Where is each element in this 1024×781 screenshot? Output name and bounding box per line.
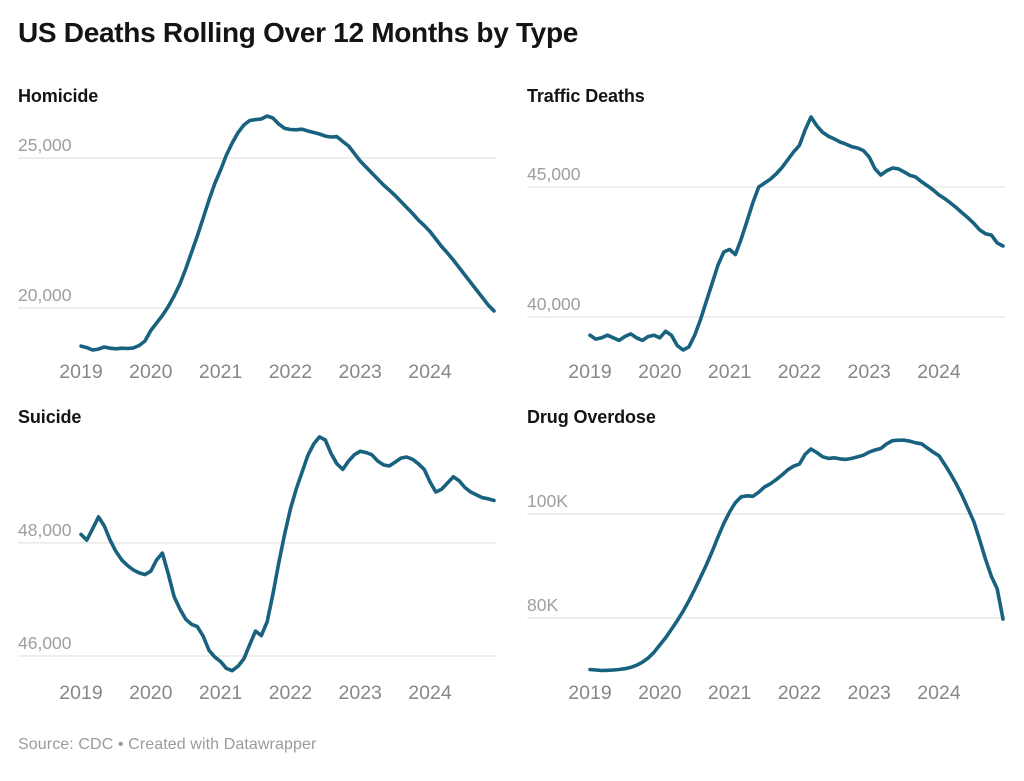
traffic-deaths-x-axis-label: 2024: [917, 361, 961, 382]
homicide-x-axis-label: 2023: [339, 361, 382, 382]
traffic-deaths-x-axis-label: 2020: [638, 361, 682, 382]
homicide-x-axis-label: 2022: [269, 361, 312, 382]
panel-suicide: Suicide 48,000 46,000 2019 2020 2021 2022 2023…: [18, 407, 507, 703]
homicide-x-axis-label: 2024: [408, 361, 452, 382]
homicide-x-axis-label: 2019: [59, 361, 102, 382]
suicide-x-axis-label: 2022: [269, 682, 312, 703]
panel-title-homicide: Homicide: [18, 85, 99, 106]
panels-grid: Homicide 25,000 20,000 2019 2020 2021 2022 202…: [18, 86, 1007, 703]
suicide-x-axis-label: 2023: [339, 682, 382, 703]
traffic-deaths-x-axis-label: 2022: [778, 361, 821, 382]
drug-overdose-x-axis-label: 2021: [708, 682, 751, 703]
panel-traffic-deaths: Traffic Deaths 45,000 40,000 2019 2020 2021 2…: [527, 86, 1016, 382]
chart-card: US Deaths Rolling Over 12 Months by Type…: [18, 17, 1007, 753]
homicide-x-axis-label: 2021: [199, 361, 242, 382]
suicide-y-axis-label: 46,000: [18, 633, 72, 653]
panel-title-traffic-deaths: Traffic Deaths: [527, 85, 645, 106]
homicide-y-axis-label: 25,000: [18, 135, 72, 155]
panel-title-drug-overdose: Drug Overdose: [527, 406, 656, 427]
homicide-line: [79, 113, 496, 352]
chart-traffic-deaths: 45,000 40,000 2019 2020 2021 2022 2023 2024: [527, 114, 1005, 382]
suicide-x-axis-label: 2021: [199, 682, 242, 703]
chart-homicide: 25,000 20,000 2019 2020 2021 2022 2023 2024: [18, 113, 496, 382]
chart-suicide: 48,000 46,000 2019 2020 2021 2022 2023 2024: [18, 434, 496, 703]
suicide-x-axis-label: 2024: [408, 682, 452, 703]
drug-overdose-x-axis-label: 2023: [848, 682, 891, 703]
panel-homicide: Homicide 25,000 20,000 2019 2020 2021 2022 202…: [18, 86, 507, 382]
homicide-y-axis-label: 20,000: [18, 285, 72, 305]
traffic-deaths-x-axis-label: 2023: [848, 361, 891, 382]
traffic-deaths-y-axis-label: 45,000: [527, 164, 581, 184]
source-note: Source: CDC • Created with Datawrapper: [18, 735, 317, 753]
traffic-deaths-x-axis-label: 2021: [708, 361, 751, 382]
traffic-deaths-x-axis-label: 2019: [568, 361, 611, 382]
drug-overdose-line: [588, 437, 1005, 672]
suicide-y-axis-label: 48,000: [18, 519, 72, 539]
traffic-deaths-y-axis-label: 40,000: [527, 294, 581, 314]
panel-drug-overdose: Drug Overdose 100K 80K 2019 2020 2021 2022 202…: [527, 407, 1016, 703]
drug-overdose-x-axis-label: 2024: [917, 682, 961, 703]
homicide-x-axis-label: 2020: [129, 361, 173, 382]
drug-overdose-y-axis-label: 100K: [527, 491, 568, 511]
suicide-x-axis-label: 2019: [59, 682, 102, 703]
drug-overdose-x-axis-label: 2020: [638, 682, 682, 703]
chart-drug-overdose: 100K 80K 2019 2020 2021 2022 2023 2024: [527, 437, 1005, 703]
suicide-x-axis-label: 2020: [129, 682, 173, 703]
drug-overdose-x-axis-label: 2019: [568, 682, 611, 703]
traffic-deaths-line: [588, 114, 1005, 352]
panel-title-suicide: Suicide: [18, 406, 82, 427]
drug-overdose-x-axis-label: 2022: [778, 682, 821, 703]
page-title: US Deaths Rolling Over 12 Months by Type: [18, 17, 579, 48]
drug-overdose-y-axis-label: 80K: [527, 595, 558, 615]
suicide-line: [79, 434, 496, 673]
